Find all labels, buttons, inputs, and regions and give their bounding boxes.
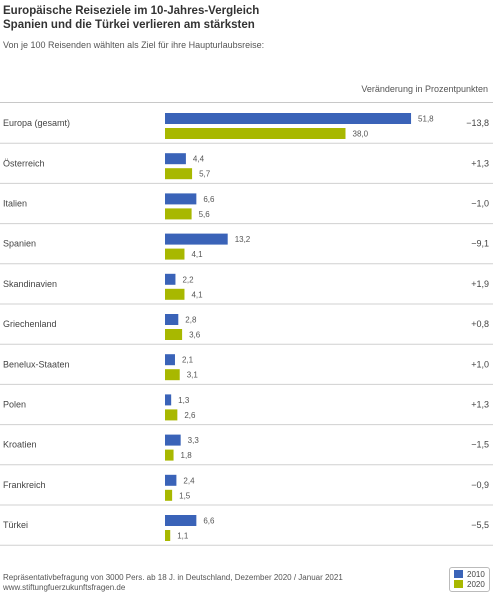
bar-2020-spanien — [165, 248, 185, 260]
change-value-spanien: −9,1 — [471, 239, 489, 249]
legend-label-2020: 2020 — [467, 580, 485, 589]
bar-2020-benelux-staaten — [165, 369, 180, 381]
change-value-kroatien: −1,5 — [471, 440, 489, 450]
value-label-2010-skandinavien: 2,2 — [182, 275, 194, 284]
bar-2010-skandinavien — [165, 273, 176, 285]
category-label-europa-gesamt: Europa (gesamt) — [3, 118, 70, 128]
category-label-spanien: Spanien — [3, 239, 36, 249]
change-value-griechenland: +0,8 — [471, 319, 489, 329]
bar-2020-skandinavien — [165, 288, 185, 300]
bar-2020-turkei — [165, 530, 171, 541]
value-label-2020-skandinavien: 4,1 — [191, 290, 203, 299]
bar-2020-osterreich — [165, 168, 193, 180]
value-label-2010-benelux-staaten: 2,1 — [182, 356, 194, 365]
bar-chart: Europa (gesamt) 51,8 38,0 −13,8 Österreich 4,… — [0, 113, 493, 546]
value-label-2010-turkei: 6,6 — [203, 517, 215, 526]
bar-2010-benelux-staaten — [165, 354, 175, 366]
value-label-2020-polen: 2,6 — [184, 411, 196, 420]
value-label-2020-benelux-staaten: 3,1 — [187, 371, 199, 380]
chart-subtitle: Von je 100 Reisenden wählten als Ziel fü… — [3, 40, 265, 50]
bar-2010-kroatien — [165, 434, 181, 446]
value-label-2020-osterreich: 5,7 — [199, 170, 211, 179]
value-label-2010-frankreich: 2,4 — [183, 476, 195, 485]
change-column-header: Veränderung in Prozentpunkten — [361, 84, 488, 94]
category-label-polen: Polen — [3, 400, 26, 410]
value-label-2020-italien: 5,6 — [199, 210, 211, 219]
value-label-2010-kroatien: 3,3 — [188, 436, 200, 445]
value-label-2010-europa-gesamt: 51,8 — [418, 115, 434, 124]
category-label-osterreich: Österreich — [3, 158, 45, 168]
legend: 2010 2020 — [449, 567, 490, 592]
top-divider — [0, 102, 493, 103]
value-label-2010-griechenland: 2,8 — [185, 316, 197, 325]
footer-note: Repräsentativbefragung von 3000 Pers. ab… — [3, 573, 343, 582]
category-label-italien: Italien — [3, 199, 27, 209]
change-value-europa-gesamt: −13,8 — [466, 118, 489, 128]
chart-title: Europäische Reiseziele im 10-Jahres-Verg… — [3, 5, 483, 32]
change-value-polen: +1,3 — [471, 400, 489, 410]
bar-2020-frankreich — [165, 489, 173, 501]
change-value-turkei: −5,5 — [471, 520, 489, 530]
title-line-1: Europäische Reiseziele im 10-Jahres-Verg… — [3, 5, 260, 17]
bar-2020-europa-gesamt — [165, 128, 346, 139]
value-label-2010-italien: 6,6 — [203, 195, 215, 204]
value-label-2020-kroatien: 1,8 — [181, 451, 193, 460]
change-value-frankreich: −0,9 — [471, 480, 489, 490]
bar-2020-italien — [165, 208, 192, 220]
bar-2010-europa-gesamt — [165, 113, 412, 124]
bar-2010-spanien — [165, 233, 228, 245]
bar-2010-osterreich — [165, 153, 186, 165]
legend-swatch-2020 — [454, 580, 463, 588]
category-label-griechenland: Griechenland — [3, 319, 57, 329]
legend-item-2020: 2020 — [454, 580, 485, 590]
bar-2010-polen — [165, 394, 172, 406]
change-value-benelux-staaten: +1,0 — [471, 359, 489, 369]
bar-2020-polen — [165, 409, 178, 421]
legend-label-2010: 2010 — [467, 570, 485, 579]
value-label-2020-turkei: 1,1 — [177, 532, 189, 541]
category-label-benelux-staaten: Benelux-Staaten — [3, 359, 70, 369]
value-label-2020-frankreich: 1,5 — [179, 491, 191, 500]
bar-2020-kroatien — [165, 449, 174, 461]
bar-2010-italien — [165, 193, 197, 205]
bar-2020-griechenland — [165, 329, 183, 340]
value-label-2020-spanien: 4,1 — [191, 250, 203, 259]
legend-item-2010: 2010 — [454, 570, 485, 580]
value-label-2010-osterreich: 4,4 — [193, 155, 205, 164]
change-value-skandinavien: +1,9 — [471, 279, 489, 289]
bar-2010-frankreich — [165, 474, 177, 486]
change-value-osterreich: +1,3 — [471, 158, 489, 168]
value-label-2010-spanien: 13,2 — [235, 235, 251, 244]
footer-url: www.stiftungfuerzukunftsfragen.de — [3, 583, 126, 592]
legend-swatch-2010 — [454, 570, 463, 578]
category-label-frankreich: Frankreich — [3, 480, 46, 490]
value-label-2020-europa-gesamt: 38,0 — [353, 130, 369, 139]
category-label-kroatien: Kroatien — [3, 440, 37, 450]
bar-2010-griechenland — [165, 314, 179, 325]
bar-2010-turkei — [165, 515, 197, 526]
title-line-2: Spanien und die Türkei verlieren am stär… — [3, 18, 255, 31]
category-label-skandinavien: Skandinavien — [3, 279, 57, 289]
category-label-turkei: Türkei — [3, 520, 28, 530]
value-label-2010-polen: 1,3 — [178, 396, 190, 405]
value-label-2020-griechenland: 3,6 — [189, 331, 201, 340]
change-value-italien: −1,0 — [471, 199, 489, 209]
